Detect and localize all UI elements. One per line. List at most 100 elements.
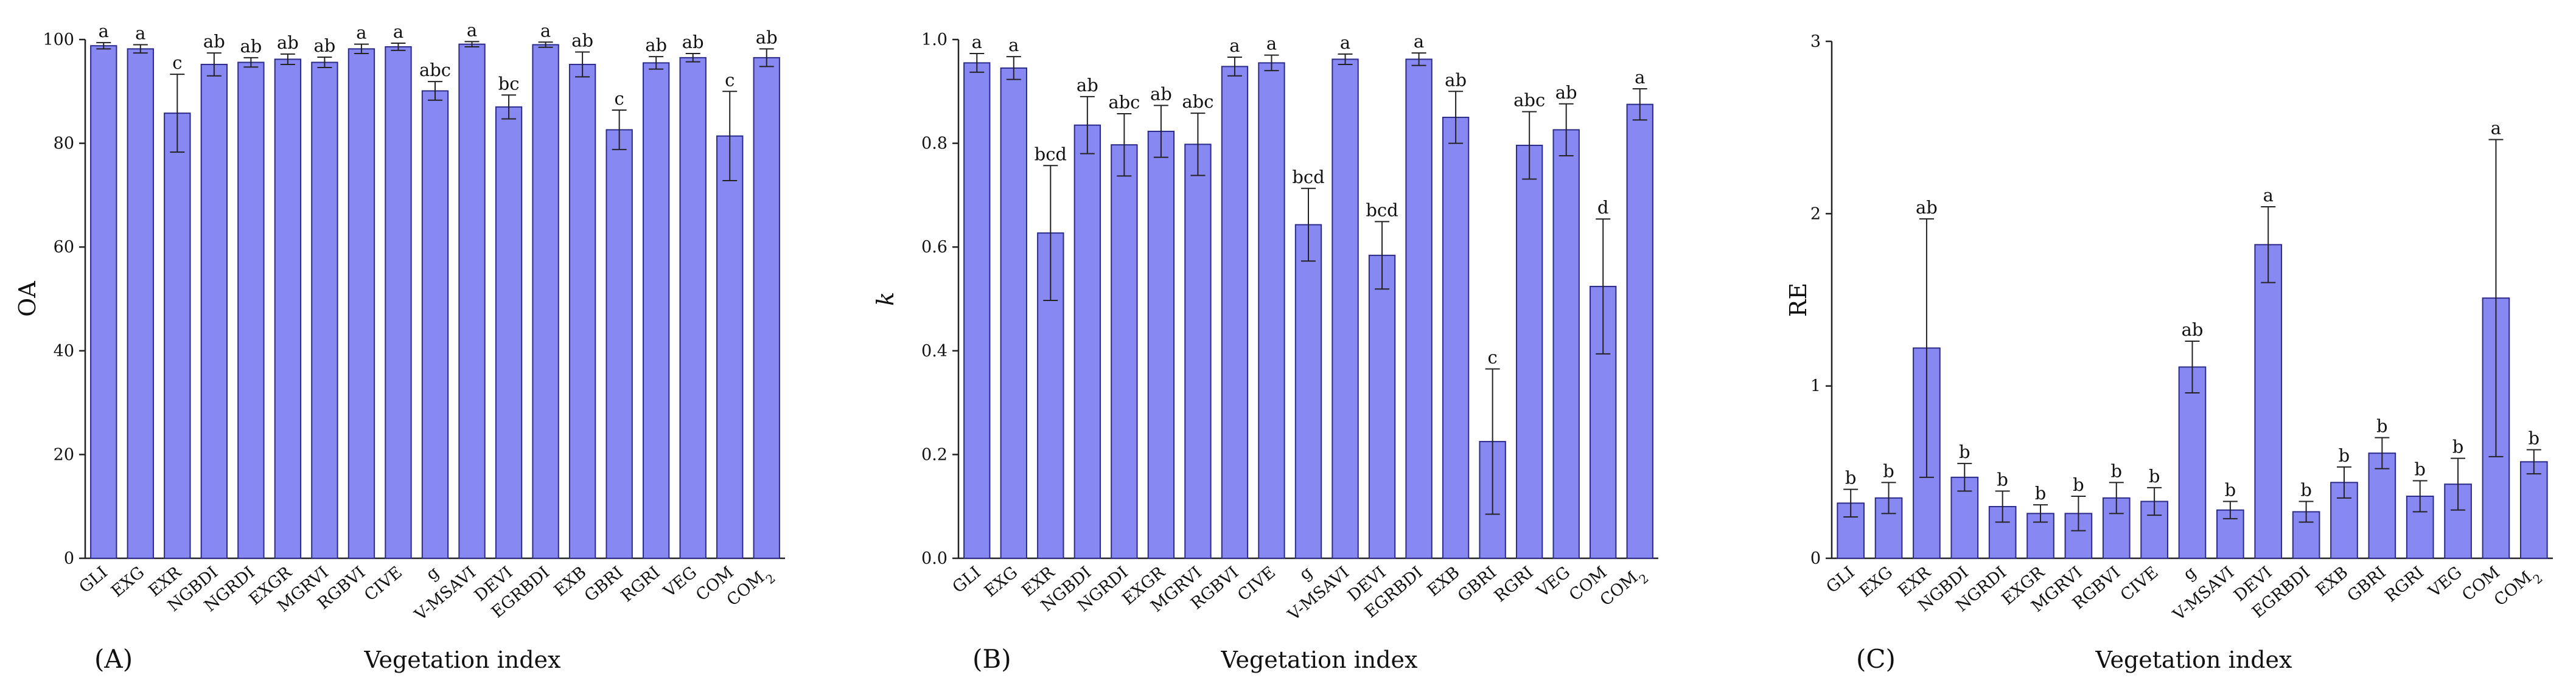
significance-letter-c: b — [2376, 416, 2388, 437]
bar-c-devi — [2254, 244, 2283, 560]
significance-letter-c: ab — [1916, 197, 1938, 218]
bar-c-g — [2178, 366, 2207, 559]
significance-letter-a: ab — [203, 31, 225, 52]
significance-letter-c: a — [2263, 185, 2274, 206]
x-tick-label-c: V-MSAVI — [2169, 563, 2238, 625]
x-tick-label-a: CIVE — [361, 563, 406, 605]
x-tick-label-b: g — [1296, 563, 1316, 584]
x-tick-label-b: VEG — [1533, 563, 1574, 601]
significance-letter-a: a — [393, 21, 403, 42]
significance-letter-a: ab — [682, 32, 704, 52]
significance-letter-c: b — [1883, 460, 1894, 481]
significance-letter-a: a — [99, 21, 109, 41]
chart-panel-b: 0.00.20.40.60.81.0kaGLIaEXGbcdEXRabNGBDI… — [872, 30, 1658, 674]
significance-letter-b: abc — [1108, 92, 1140, 113]
bar-b-veg — [1552, 129, 1580, 559]
bar-a-com2 — [753, 57, 780, 560]
x-tick-label-a: VEG — [660, 563, 700, 601]
y-tick-label-c: 2 — [1810, 204, 1821, 223]
significance-letter-b: bcd — [1035, 144, 1067, 164]
x-tick-label-a: GLI — [75, 563, 111, 597]
bar-b-devi — [1368, 254, 1396, 559]
bar-a-v-msavi — [458, 43, 486, 559]
significance-letter-a: a — [135, 23, 145, 44]
x-tick-label-c: VEG — [2424, 563, 2465, 601]
significance-letter-c: b — [2149, 466, 2160, 487]
significance-letter-a: ab — [313, 35, 335, 56]
bar-b-com2 — [1626, 103, 1653, 559]
bar-a-rgri — [642, 62, 670, 559]
y-tick-label-a: 20 — [54, 445, 74, 464]
bar-b-exb — [1442, 116, 1470, 559]
significance-letter-c: b — [1997, 469, 2008, 490]
y-tick-label-a: 60 — [54, 238, 74, 257]
significance-letter-b: abc — [1513, 90, 1545, 111]
panel-label-b: (B) — [972, 644, 1011, 674]
x-tick-label-a: g — [422, 563, 442, 584]
bar-b-egrbdi — [1405, 58, 1433, 559]
bar-b-exg — [1000, 67, 1027, 560]
significance-letter-c: b — [2529, 428, 2540, 449]
significance-letter-a: ab — [240, 36, 262, 57]
significance-letter-a: ab — [571, 30, 593, 50]
significance-letter-b: bcd — [1292, 167, 1324, 187]
y-tick-label-b: 1.0 — [921, 30, 948, 49]
significance-letter-b: a — [1229, 35, 1240, 56]
y-tick-label-a: 100 — [43, 30, 74, 49]
y-tick-label-c: 1 — [1810, 377, 1821, 396]
significance-letter-a: ab — [645, 35, 667, 55]
x-tick-label-a: V-MSAVI — [411, 563, 480, 625]
significance-letter-c: b — [2452, 437, 2464, 457]
bar-b-rgbvi — [1221, 66, 1249, 559]
x-tick-label-c: RGRI — [2381, 563, 2428, 606]
bar-a-gli — [90, 45, 117, 559]
significance-letter-b: c — [1488, 347, 1498, 368]
bar-a-veg — [679, 57, 707, 560]
significance-letter-a: c — [172, 52, 182, 73]
bar-c-com2 — [2519, 461, 2548, 559]
significance-letter-a: a — [467, 19, 477, 40]
bar-b-gli — [963, 62, 991, 559]
x-tick-label-a: RGRI — [618, 563, 664, 606]
significance-letter-b: bcd — [1366, 199, 1398, 220]
y-tick-label-a: 40 — [54, 342, 74, 361]
x-tick-label-c: GLI — [1823, 563, 1858, 597]
x-tick-label-c: EXB — [2312, 563, 2352, 601]
y-axis-title-c: RE — [1785, 283, 1812, 317]
x-axis-title-b: Vegetation index — [1221, 646, 1418, 673]
x-tick-label-c: COM2 — [2491, 563, 2546, 615]
bar-b-ngrdi — [1111, 144, 1138, 559]
y-axis-title-a: OA — [14, 281, 41, 317]
x-tick-label-b: GBRI — [1454, 563, 1500, 606]
y-tick-label-b: 0.8 — [921, 134, 948, 153]
x-axis-title-a: Vegetation index — [364, 646, 561, 673]
x-tick-label-b: RGRI — [1491, 563, 1537, 606]
significance-letter-c: a — [2491, 118, 2501, 139]
significance-letter-a: a — [356, 23, 366, 43]
significance-letter-c: ab — [2182, 319, 2204, 340]
significance-letter-c: b — [2339, 445, 2350, 466]
chart-panel-c: 0123REbGLIbEXGabEXRbNGBDIbNGRDIbEXGRbMGR… — [1785, 32, 2553, 674]
significance-letter-b: abc — [1182, 91, 1213, 112]
significance-letter-c: b — [2110, 460, 2122, 481]
significance-letter-b: ab — [1150, 83, 1172, 104]
significance-letter-b: a — [972, 32, 982, 52]
panel-label-c: (C) — [1856, 644, 1896, 674]
significance-letter-c: b — [2300, 480, 2312, 501]
bar-b-cive — [1258, 62, 1285, 559]
significance-letter-c: b — [1845, 468, 1857, 488]
significance-letter-b: ab — [1077, 75, 1098, 95]
y-tick-label-b: 0.0 — [921, 549, 948, 568]
significance-letter-b: ab — [1555, 82, 1577, 103]
significance-letter-b: a — [1414, 31, 1424, 52]
bar-b-v-msavi — [1332, 58, 1359, 559]
bar-b-g — [1294, 224, 1322, 559]
significance-letter-a: ab — [277, 32, 299, 53]
x-tick-label-b: EXG — [981, 563, 1021, 601]
x-axis-title-c: Vegetation index — [2095, 646, 2292, 673]
significance-letter-b: ab — [1445, 69, 1467, 90]
significance-letter-c: b — [1959, 442, 1970, 462]
bar-a-ngbdi — [200, 63, 228, 560]
x-tick-label-b: CIVE — [1234, 563, 1279, 605]
